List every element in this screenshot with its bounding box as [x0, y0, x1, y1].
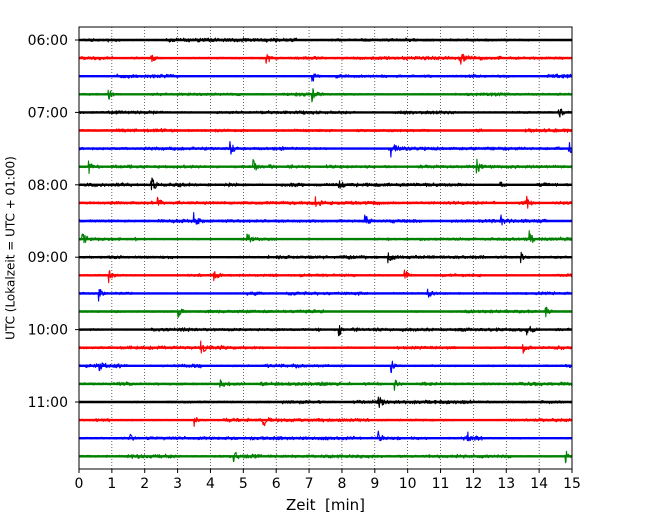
trace-layer — [78, 37, 573, 464]
x-tick-label: 6 — [272, 476, 281, 492]
x-tick-label: 2 — [140, 476, 149, 492]
x-tick-label: 14 — [530, 476, 548, 492]
x-tick-label: 4 — [206, 476, 215, 492]
x-tick-label: 15 — [563, 476, 581, 492]
y-tick-label: 11:00 — [28, 395, 68, 411]
y-tick-label: 08:00 — [28, 178, 68, 194]
x-tick-label: 10 — [399, 476, 417, 492]
y-tick-label: 09:00 — [28, 250, 68, 266]
x-tick-label: 11 — [432, 476, 450, 492]
x-tick-label: 9 — [370, 476, 379, 492]
axis-layer: 0 1 2 3 4 5 6 7 8 9 10 11 12 13 14 1506:0007:0008:0009:… — [28, 33, 581, 492]
y-axis-title: UTC (Lokalzeit = UTC + 01:00) — [4, 156, 18, 340]
x-axis-title: Zeit [min] — [286, 496, 365, 514]
y-tick-label: 06:00 — [28, 33, 68, 49]
plot-frame — [78, 26, 573, 470]
x-tick-label: 7 — [305, 476, 314, 492]
x-tick-label: 3 — [173, 476, 182, 492]
x-tick-label: 13 — [497, 476, 515, 492]
x-tick-label: 1 — [107, 476, 116, 492]
y-tick-label: 10:00 — [28, 323, 68, 339]
y-tick-label: 07:00 — [28, 105, 68, 121]
x-tick-label: 12 — [464, 476, 482, 492]
x-tick-label: 0 — [75, 476, 84, 492]
x-tick-label: 8 — [337, 476, 346, 492]
x-tick-label: 5 — [239, 476, 248, 492]
